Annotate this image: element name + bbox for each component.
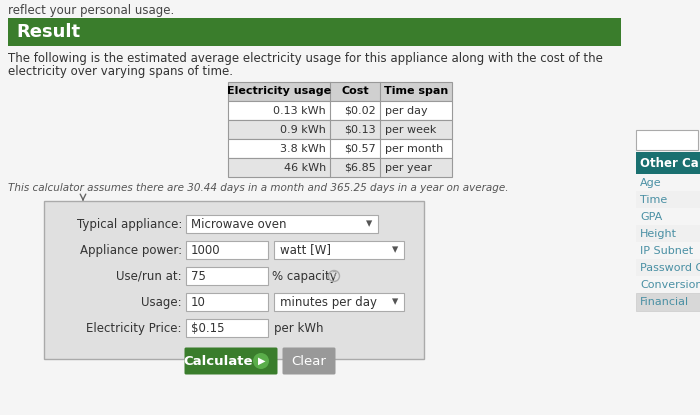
Text: $0.57: $0.57 xyxy=(344,144,376,154)
Text: $6.85: $6.85 xyxy=(344,163,376,173)
Text: Electricity usage: Electricity usage xyxy=(227,86,331,97)
Text: Appliance power:: Appliance power: xyxy=(80,244,182,256)
Text: Height: Height xyxy=(640,229,677,239)
Text: Usage:: Usage: xyxy=(141,295,182,308)
FancyBboxPatch shape xyxy=(636,225,700,242)
Text: reflect your personal usage.: reflect your personal usage. xyxy=(8,4,174,17)
Text: 0.9 kWh: 0.9 kWh xyxy=(280,124,326,134)
Text: Password G: Password G xyxy=(640,263,700,273)
Text: GPA: GPA xyxy=(640,212,662,222)
Text: The following is the estimated average electricity usage for this appliance alon: The following is the estimated average e… xyxy=(8,52,603,65)
Text: Electricity Price:: Electricity Price: xyxy=(87,322,182,334)
Text: per kWh: per kWh xyxy=(274,322,323,334)
FancyBboxPatch shape xyxy=(186,215,378,233)
Text: $0.15: $0.15 xyxy=(191,322,225,334)
Text: ▾: ▾ xyxy=(392,295,398,308)
Text: ▾: ▾ xyxy=(392,244,398,256)
FancyBboxPatch shape xyxy=(8,18,621,46)
FancyBboxPatch shape xyxy=(283,347,335,374)
Text: electricity over varying spans of time.: electricity over varying spans of time. xyxy=(8,65,233,78)
Text: ▶: ▶ xyxy=(258,356,265,366)
FancyBboxPatch shape xyxy=(636,293,700,311)
Text: Time: Time xyxy=(640,195,667,205)
FancyBboxPatch shape xyxy=(185,347,277,374)
FancyBboxPatch shape xyxy=(186,241,268,259)
Text: Cost: Cost xyxy=(341,86,369,97)
Text: 0.13 kWh: 0.13 kWh xyxy=(273,105,326,115)
Circle shape xyxy=(253,353,269,369)
Text: 1000: 1000 xyxy=(191,244,220,256)
Text: This calculator assumes there are 30.44 days in a month and 365.25 days in a yea: This calculator assumes there are 30.44 … xyxy=(8,183,508,193)
FancyBboxPatch shape xyxy=(44,201,424,359)
Text: Conversion: Conversion xyxy=(640,279,700,290)
Text: % capacity: % capacity xyxy=(272,269,337,283)
FancyBboxPatch shape xyxy=(186,319,268,337)
Text: Typical appliance:: Typical appliance: xyxy=(76,217,182,230)
FancyBboxPatch shape xyxy=(274,293,404,311)
Text: Clear: Clear xyxy=(292,354,326,368)
Text: watt [W]: watt [W] xyxy=(280,244,331,256)
FancyBboxPatch shape xyxy=(186,293,268,311)
Text: Microwave oven: Microwave oven xyxy=(191,217,286,230)
Text: $0.02: $0.02 xyxy=(344,105,376,115)
Text: ▾: ▾ xyxy=(365,217,372,230)
Text: 75: 75 xyxy=(191,269,206,283)
Text: Use/run at:: Use/run at: xyxy=(116,269,182,283)
Text: Time span: Time span xyxy=(384,86,448,97)
Text: IP Subnet: IP Subnet xyxy=(640,246,693,256)
FancyBboxPatch shape xyxy=(228,101,452,120)
FancyBboxPatch shape xyxy=(636,152,700,174)
Text: Other Ca: Other Ca xyxy=(640,156,699,169)
Text: Calculate: Calculate xyxy=(183,354,253,368)
FancyBboxPatch shape xyxy=(228,158,452,177)
Text: ?: ? xyxy=(331,271,337,281)
Text: Result: Result xyxy=(16,23,80,41)
Text: per month: per month xyxy=(385,144,443,154)
Text: 46 kWh: 46 kWh xyxy=(284,163,326,173)
FancyBboxPatch shape xyxy=(274,241,404,259)
Text: per year: per year xyxy=(385,163,432,173)
FancyBboxPatch shape xyxy=(636,130,698,150)
FancyBboxPatch shape xyxy=(186,267,268,285)
FancyBboxPatch shape xyxy=(228,82,452,101)
Text: 3.8 kWh: 3.8 kWh xyxy=(280,144,326,154)
Text: Financial: Financial xyxy=(640,297,689,307)
FancyBboxPatch shape xyxy=(228,120,452,139)
Text: per day: per day xyxy=(385,105,428,115)
Text: $0.13: $0.13 xyxy=(344,124,376,134)
FancyBboxPatch shape xyxy=(228,139,452,158)
Text: Age: Age xyxy=(640,178,662,188)
Text: minutes per day: minutes per day xyxy=(280,295,377,308)
FancyBboxPatch shape xyxy=(636,191,700,208)
FancyBboxPatch shape xyxy=(636,259,700,276)
Text: 10: 10 xyxy=(191,295,206,308)
Text: per week: per week xyxy=(385,124,436,134)
